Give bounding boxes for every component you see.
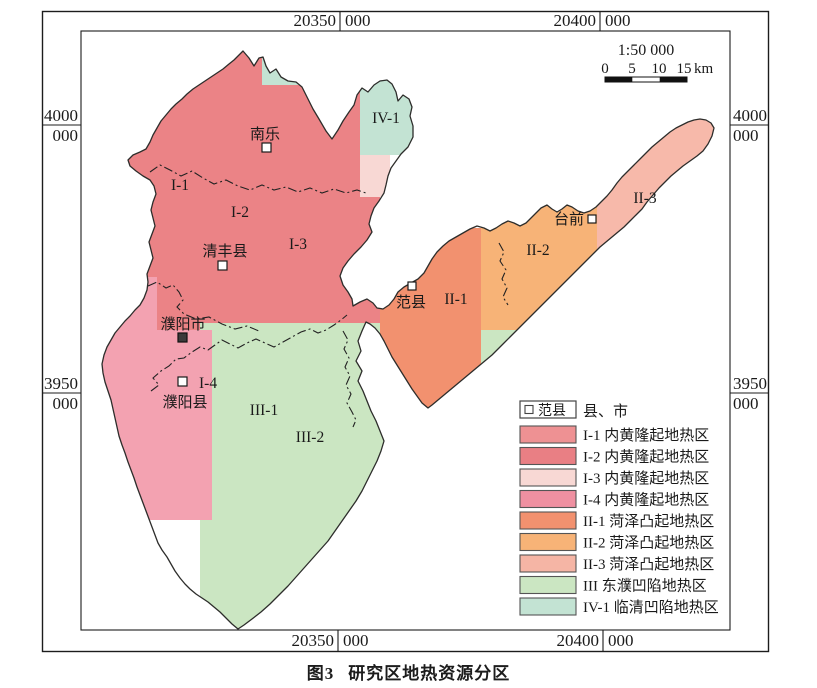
scale-tick-10: 10 xyxy=(652,61,667,77)
coord-left-top-sub: 000 xyxy=(53,126,79,145)
coord-top-left-main: 20350 xyxy=(294,11,337,30)
coord-bottom-right-main: 20400 xyxy=(557,631,600,650)
coord-bottom-left-sub: 000 xyxy=(343,631,369,650)
scale-unit: km xyxy=(694,61,714,77)
caption-title: 研究区地热资源分区 xyxy=(348,663,511,683)
legend-city-square-icon xyxy=(524,404,534,415)
legend-label-i1: I-1 内黄隆起地热区 xyxy=(583,427,709,444)
legend-swatch-i2 xyxy=(519,446,577,466)
legend-swatch-ii3 xyxy=(519,554,577,573)
legend-label-i4: I-4 内黄隆起地热区 xyxy=(583,492,709,509)
zone-label-i4: I-4 xyxy=(199,375,217,392)
legend-swatch-ii1 xyxy=(519,511,577,530)
place-label-taiqian: 台前 xyxy=(554,211,584,228)
city-marker-taiqian xyxy=(587,214,597,224)
legend-label-i2: I-2 内黄隆起地热区 xyxy=(583,449,709,466)
city-marker-fanxian xyxy=(407,281,417,291)
map-canvas: 南乐 清丰县 濮阳市 I-4 濮阳县 范县 台前 I-1 I-2 I-3 II-… xyxy=(41,10,770,653)
coord-top-right-sub: 000 xyxy=(605,11,631,30)
coord-left-top-main: 4000 xyxy=(44,106,78,125)
place-label-fanxian: 范县 xyxy=(396,294,426,311)
legend-swatch-i1 xyxy=(519,425,577,444)
scale-tick-15: 15 xyxy=(677,61,692,77)
legend-swatch-iii xyxy=(519,575,577,595)
zone-label-ii2: II-2 xyxy=(526,242,549,259)
place-label-puyangshi: 濮阳市 xyxy=(160,316,205,333)
zone-labels: I-1 I-2 I-3 II-1 II-2 II-3 III-1 III-2 I… xyxy=(171,110,657,446)
zone-label-ii1: II-1 xyxy=(444,291,467,308)
legend-label-i3: I-3 内黄隆起地热区 xyxy=(583,470,709,487)
legend-swatch-i4 xyxy=(519,489,577,509)
city-marker-puyangxian xyxy=(177,376,188,387)
city-marker-puyangshi-filled xyxy=(177,332,188,343)
legend-city-label: 县、市 xyxy=(583,403,628,420)
legend-swatch-iv1 xyxy=(519,597,577,616)
legend-label-ii3: II-3 菏泽凸起地热区 xyxy=(583,556,714,573)
place-markers: 南乐 清丰县 濮阳市 I-4 濮阳县 范县 台前 xyxy=(160,126,597,411)
legend-city-key-box xyxy=(519,400,577,419)
legend-swatch-i3 xyxy=(519,468,577,487)
coord-top-right-main: 20400 xyxy=(554,11,597,30)
legend-label-iii: III 东濮凹陷地热区 xyxy=(583,578,707,595)
legend-item-i1: I-1 内黄隆起地热区 xyxy=(519,425,709,444)
place-label-puyangxian: 濮阳县 xyxy=(162,394,207,411)
coord-right-bottom-sub: 000 xyxy=(733,394,759,413)
coord-top-left-sub: 000 xyxy=(345,11,371,30)
scale-bar: 1:50 000 0 5 10 15 km xyxy=(601,42,714,83)
scale-ratio: 1:50 000 xyxy=(618,42,674,59)
scale-tick-5: 5 xyxy=(628,61,636,77)
coord-right-bottom-main: 3950 xyxy=(733,374,767,393)
zone-label-iii1: III-1 xyxy=(250,402,278,419)
place-label-qingfeng: 清丰县 xyxy=(202,243,247,260)
study-area-outline xyxy=(101,50,715,630)
coord-left-bottom-sub: 000 xyxy=(53,394,79,413)
zone-label-i1: I-1 xyxy=(171,177,189,194)
place-label-nanle: 南乐 xyxy=(250,126,280,143)
boundary-ii1-ii2 xyxy=(498,242,509,306)
caption-number: 图3 xyxy=(306,663,335,683)
city-marker-nanle xyxy=(261,142,272,153)
county-boundaries xyxy=(147,164,509,428)
legend-item-ii1: II-1 菏泽凸起地热区 xyxy=(519,511,714,530)
zone-label-i3: I-3 xyxy=(289,236,307,253)
legend-city-symbol-text: 范县 xyxy=(538,402,566,419)
outer-frame xyxy=(41,10,770,653)
coord-left-bottom-main: 3950 xyxy=(44,374,78,393)
inner-frame xyxy=(80,30,731,631)
zone-label-ii3: II-3 xyxy=(633,190,656,207)
boundary-iii1-iii2 xyxy=(342,330,357,428)
legend-item-i4: I-4 内黄隆起地热区 xyxy=(519,489,709,509)
coord-right-top-sub: 000 xyxy=(733,126,759,145)
scale-tick-0: 0 xyxy=(601,61,609,77)
boundary-qingfeng xyxy=(147,281,260,332)
zone-label-i2: I-2 xyxy=(231,204,249,221)
scale-bar-seg3 xyxy=(659,77,687,82)
legend-item-ii2: II-2 菏泽凸起地热区 xyxy=(519,532,714,552)
legend: 范县 县、市 I-1 内黄隆起地热区 I-2 内黄隆起地热区 I-3 内黄隆起地… xyxy=(519,400,719,616)
coord-bottom-right-sub: 000 xyxy=(608,631,634,650)
legend-swatch-ii2 xyxy=(519,532,577,552)
legend-label-ii2: II-2 菏泽凸起地热区 xyxy=(583,535,714,552)
boundary-nanle xyxy=(149,164,367,194)
grid-ticks xyxy=(42,11,769,652)
legend-item-i3: I-3 内黄隆起地热区 xyxy=(519,468,709,487)
legend-label-ii1: II-1 菏泽凸起地热区 xyxy=(583,513,714,530)
scale-bar-seg1 xyxy=(605,77,633,82)
zone-label-iv1: IV-1 xyxy=(372,110,400,127)
legend-item-ii3: II-3 菏泽凸起地热区 xyxy=(519,554,714,573)
boundary-puyang xyxy=(150,314,348,392)
figure-caption: 图3 研究区地热资源分区 xyxy=(0,656,817,686)
coord-right-top-main: 4000 xyxy=(733,106,767,125)
legend-item-iii: III 东濮凹陷地热区 xyxy=(519,575,707,595)
coord-bottom-left-main: 20350 xyxy=(292,631,335,650)
legend-item-iv1: IV-1 临清凹陷地热区 xyxy=(519,597,719,616)
zone-label-iii2: III-2 xyxy=(296,429,324,446)
city-marker-qingfeng xyxy=(217,260,228,271)
legend-item-i2: I-2 内黄隆起地热区 xyxy=(519,446,709,466)
legend-label-iv1: IV-1 临清凹陷地热区 xyxy=(583,599,719,616)
coordinate-labels: 20350 000 20400 000 20350 000 20400 000 … xyxy=(44,11,767,650)
